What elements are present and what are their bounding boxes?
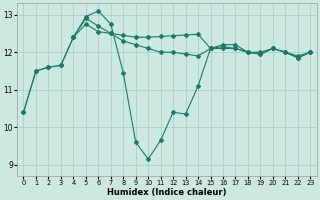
X-axis label: Humidex (Indice chaleur): Humidex (Indice chaleur) bbox=[107, 188, 227, 197]
